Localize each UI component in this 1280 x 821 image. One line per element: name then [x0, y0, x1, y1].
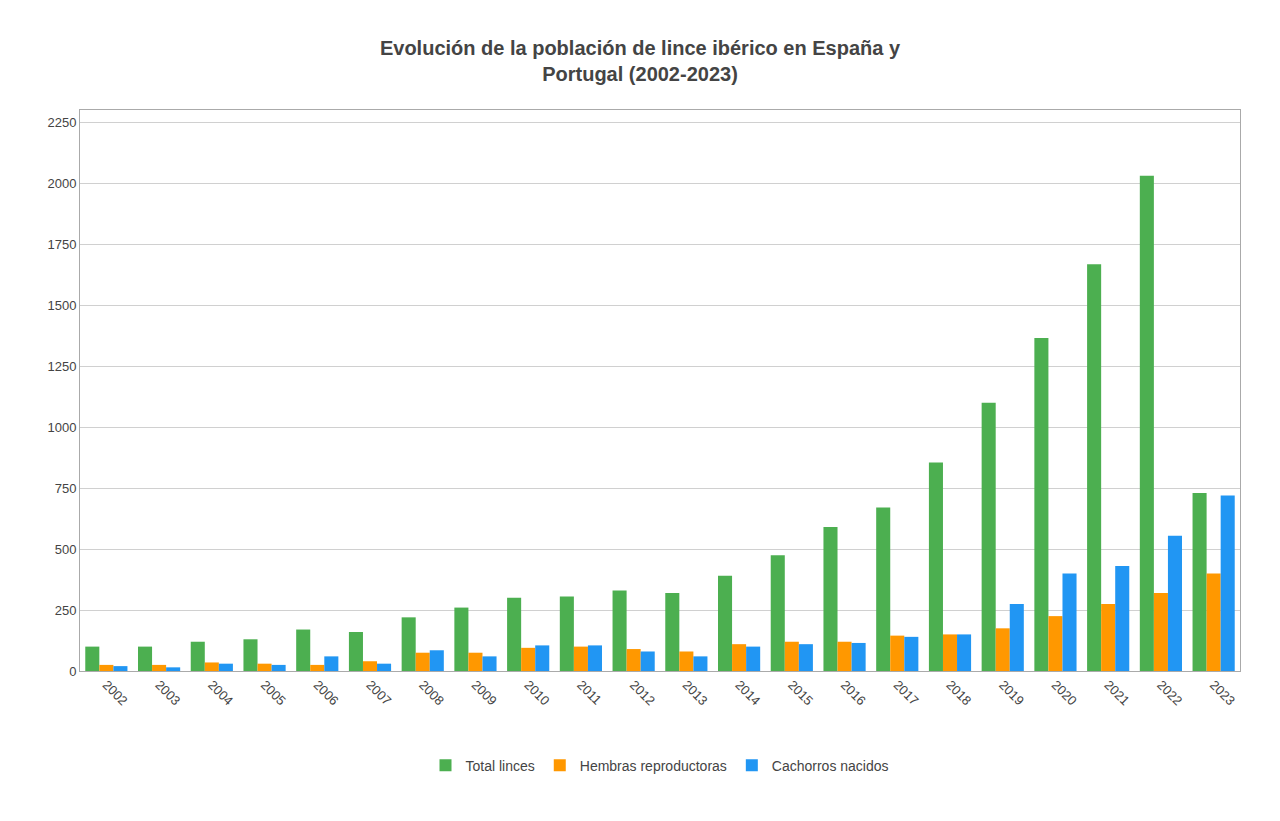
svg-text:2016: 2016 [838, 677, 869, 708]
svg-text:2003: 2003 [152, 677, 183, 708]
svg-text:1250: 1250 [47, 359, 76, 374]
svg-text:2000: 2000 [47, 176, 76, 191]
svg-text:0: 0 [69, 664, 76, 679]
svg-text:2006: 2006 [311, 677, 342, 708]
svg-text:2004: 2004 [205, 677, 236, 708]
svg-text:Total linces: Total linces [466, 758, 535, 774]
svg-text:2018: 2018 [943, 677, 974, 708]
svg-text:2017: 2017 [891, 677, 922, 708]
svg-text:1750: 1750 [47, 237, 76, 252]
svg-text:2010: 2010 [521, 677, 552, 708]
svg-text:2002: 2002 [100, 677, 131, 708]
svg-text:2250: 2250 [47, 115, 76, 130]
svg-text:500: 500 [55, 542, 77, 557]
svg-text:1000: 1000 [47, 420, 76, 435]
svg-text:2008: 2008 [416, 677, 447, 708]
svg-text:2019: 2019 [996, 677, 1027, 708]
svg-text:2005: 2005 [258, 677, 289, 708]
svg-text:Cachorros nacidos: Cachorros nacidos [772, 758, 889, 774]
svg-text:2013: 2013 [680, 677, 711, 708]
svg-text:250: 250 [55, 603, 77, 618]
svg-text:2015: 2015 [785, 677, 816, 708]
svg-text:Evolución de la población de l: Evolución de la población de lince ibéri… [380, 37, 901, 85]
svg-text:Hembras reproductoras: Hembras reproductoras [580, 758, 727, 774]
svg-text:2009: 2009 [469, 677, 500, 708]
svg-text:2011: 2011 [574, 677, 604, 707]
svg-text:2012: 2012 [627, 677, 658, 708]
svg-text:2020: 2020 [1049, 677, 1080, 708]
svg-text:1500: 1500 [47, 298, 76, 313]
svg-text:2022: 2022 [1154, 677, 1185, 708]
svg-text:750: 750 [55, 481, 77, 496]
svg-text:2021: 2021 [1101, 677, 1132, 708]
svg-text:2007: 2007 [363, 677, 394, 708]
svg-text:2014: 2014 [732, 677, 763, 708]
svg-text:2023: 2023 [1207, 677, 1238, 708]
